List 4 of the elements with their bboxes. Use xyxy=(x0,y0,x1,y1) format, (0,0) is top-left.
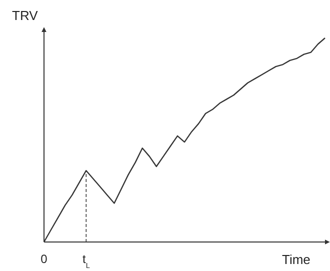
x-axis-title: Time xyxy=(282,252,310,267)
x-tick-label: t$_{L}$ xyxy=(82,252,90,270)
y-axis-title: TRV xyxy=(12,8,38,23)
x-tick-label: 0 xyxy=(40,252,48,266)
